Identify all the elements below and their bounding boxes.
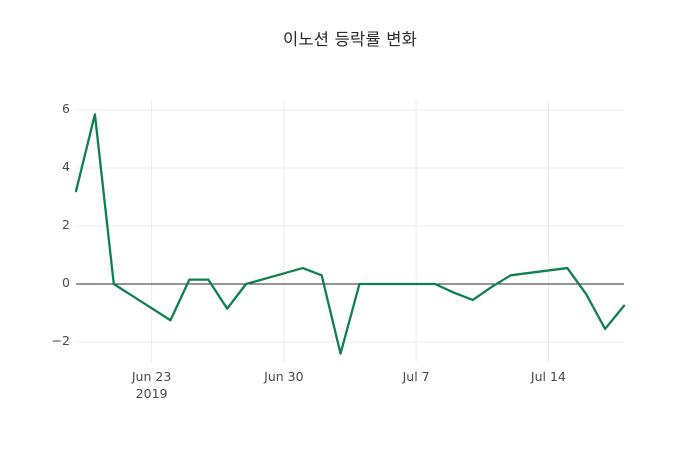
x-tick-label: Jun 23 2019 [131, 369, 172, 401]
y-tick-label: 2 [62, 217, 70, 232]
chart-title: 이노션 등락률 변화 [283, 30, 417, 49]
x-tick-label: Jul 7 [402, 369, 430, 384]
data-series-line [74, 113, 626, 355]
y-tick-label: −2 [51, 333, 70, 348]
y-tick-label: 4 [62, 159, 70, 174]
x-tick-label: Jun 30 [264, 369, 304, 384]
x-tick-sublabel: 2019 [135, 386, 168, 401]
x-tick-label: Jul 14 [530, 369, 566, 384]
y-tick-label: 0 [62, 275, 70, 290]
y-axis: −2 0 2 4 6 [40, 0, 70, 450]
y-tick-label: 6 [62, 101, 70, 116]
grid-lines [76, 100, 624, 362]
